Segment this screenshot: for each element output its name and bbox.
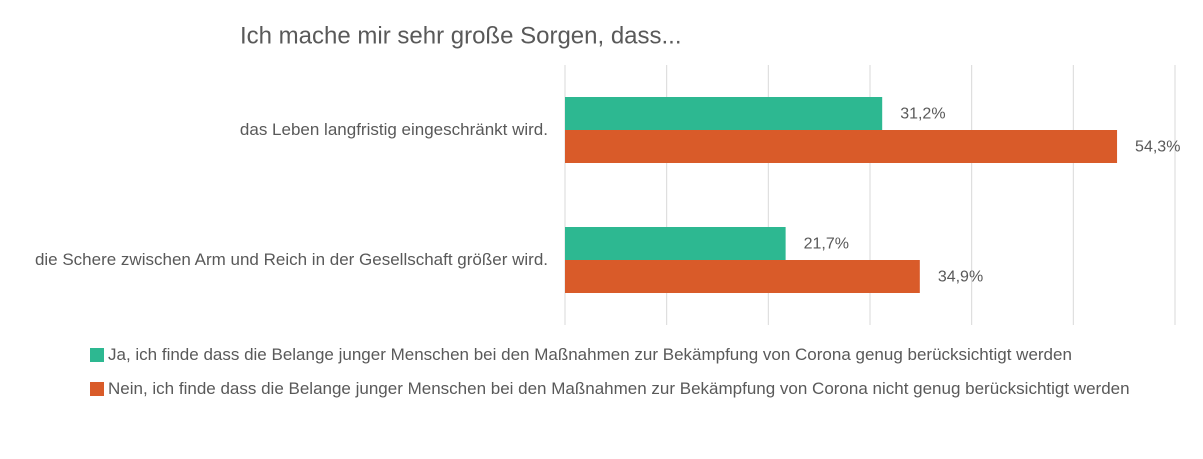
y-tick-label: die Schere zwischen Arm und Reich in der… bbox=[34, 250, 548, 269]
bar bbox=[565, 227, 786, 260]
data-label: 21,7% bbox=[804, 236, 849, 253]
legend-swatch bbox=[90, 348, 104, 362]
bar bbox=[565, 130, 1118, 163]
legend-swatch bbox=[90, 382, 104, 396]
data-label: 31,2% bbox=[900, 106, 945, 123]
y-tick-label: das Leben langfristig eingeschränkt wird… bbox=[239, 120, 548, 139]
data-label: 34,9% bbox=[938, 269, 983, 286]
bar bbox=[565, 97, 883, 130]
legend-item: Nein, ich finde dass die Belange junger … bbox=[90, 376, 1170, 401]
legend: Ja, ich finde dass die Belange junger Me… bbox=[90, 342, 1170, 410]
chart-title: Ich mache mir sehr große Sorgen, dass... bbox=[240, 22, 682, 49]
data-label: 54,3% bbox=[1135, 139, 1180, 156]
legend-text: Nein, ich finde dass die Belange junger … bbox=[108, 379, 1130, 398]
legend-text: Ja, ich finde dass die Belange junger Me… bbox=[108, 345, 1072, 364]
bar bbox=[565, 260, 920, 293]
legend-item: Ja, ich finde dass die Belange junger Me… bbox=[90, 342, 1170, 367]
